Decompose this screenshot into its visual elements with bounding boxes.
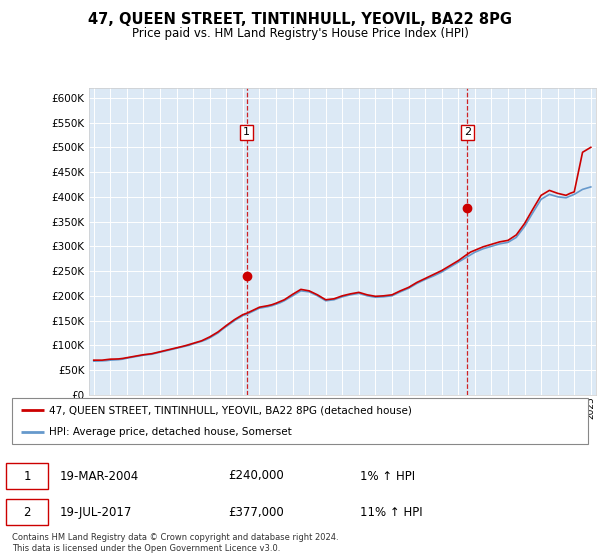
Text: 1% ↑ HPI: 1% ↑ HPI <box>360 469 415 483</box>
Text: 1: 1 <box>23 469 31 483</box>
Text: 19-MAR-2004: 19-MAR-2004 <box>60 469 139 483</box>
Text: 2: 2 <box>23 506 31 519</box>
Text: 2: 2 <box>464 128 471 137</box>
Text: 11% ↑ HPI: 11% ↑ HPI <box>360 506 422 519</box>
Text: £240,000: £240,000 <box>228 469 284 483</box>
Text: HPI: Average price, detached house, Somerset: HPI: Average price, detached house, Some… <box>49 427 292 437</box>
Text: Price paid vs. HM Land Registry's House Price Index (HPI): Price paid vs. HM Land Registry's House … <box>131 27 469 40</box>
Text: £377,000: £377,000 <box>228 506 284 519</box>
Text: 47, QUEEN STREET, TINTINHULL, YEOVIL, BA22 8PG (detached house): 47, QUEEN STREET, TINTINHULL, YEOVIL, BA… <box>49 405 412 416</box>
FancyBboxPatch shape <box>12 398 588 444</box>
Text: 19-JUL-2017: 19-JUL-2017 <box>60 506 133 519</box>
Text: 1: 1 <box>243 128 250 137</box>
Text: Contains HM Land Registry data © Crown copyright and database right 2024.
This d: Contains HM Land Registry data © Crown c… <box>12 533 338 553</box>
FancyBboxPatch shape <box>6 500 48 525</box>
FancyBboxPatch shape <box>6 463 48 489</box>
Text: 47, QUEEN STREET, TINTINHULL, YEOVIL, BA22 8PG: 47, QUEEN STREET, TINTINHULL, YEOVIL, BA… <box>88 12 512 27</box>
